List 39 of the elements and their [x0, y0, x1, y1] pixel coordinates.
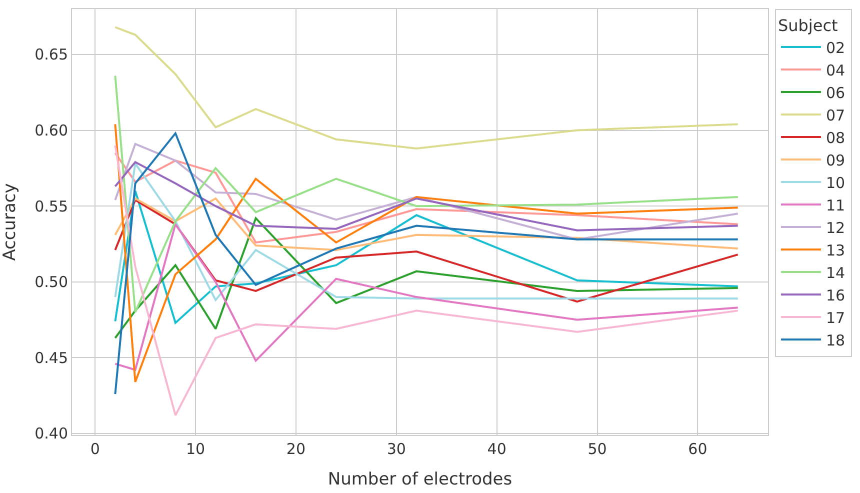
x-tick-label: 0: [90, 440, 100, 458]
legend-label: 14: [826, 264, 846, 282]
line-series: [114, 223, 739, 371]
legend-label: 04: [826, 61, 846, 80]
legend-label: 08: [826, 128, 846, 147]
y-tick-label: 0.60: [34, 122, 68, 140]
legend-label: 16: [826, 286, 846, 304]
x-tick-label: 10: [186, 440, 206, 458]
y-tick-label: 0.50: [34, 273, 68, 292]
legend-label: 06: [826, 84, 846, 102]
legend-label: 10: [826, 174, 846, 192]
legend-label: 12: [826, 218, 846, 237]
legend-label: 09: [826, 151, 846, 170]
legend-label: 18: [826, 331, 846, 350]
y-axis-title: Accuracy: [0, 183, 20, 261]
y-tick-label: 0.65: [34, 46, 68, 64]
x-axis-title: Number of electrodes: [328, 469, 512, 490]
line-series: [114, 199, 739, 303]
y-tick-label: 0.45: [34, 348, 68, 367]
x-tick-label: 40: [487, 440, 506, 458]
legend-label: 07: [826, 106, 846, 124]
line-series: [114, 161, 739, 232]
line-series: [114, 198, 739, 252]
legend-label: 17: [826, 308, 846, 327]
legend-title: Subject: [778, 16, 838, 35]
x-tick-label: 50: [588, 440, 607, 458]
line-series: [114, 217, 739, 339]
x-tick-label: 60: [688, 440, 708, 458]
x-tick-label: 30: [386, 440, 406, 458]
x-tick-label: 20: [286, 440, 306, 458]
legend-label: 11: [826, 196, 846, 214]
y-tick-label: 0.55: [34, 197, 68, 216]
line-series: [114, 162, 739, 302]
line-series: [114, 190, 739, 324]
line-series: [114, 74, 739, 314]
y-tick-label: 0.40: [34, 424, 68, 443]
legend-label: 13: [826, 241, 846, 260]
legend-label: 02: [826, 38, 846, 57]
line-series: [114, 26, 739, 150]
